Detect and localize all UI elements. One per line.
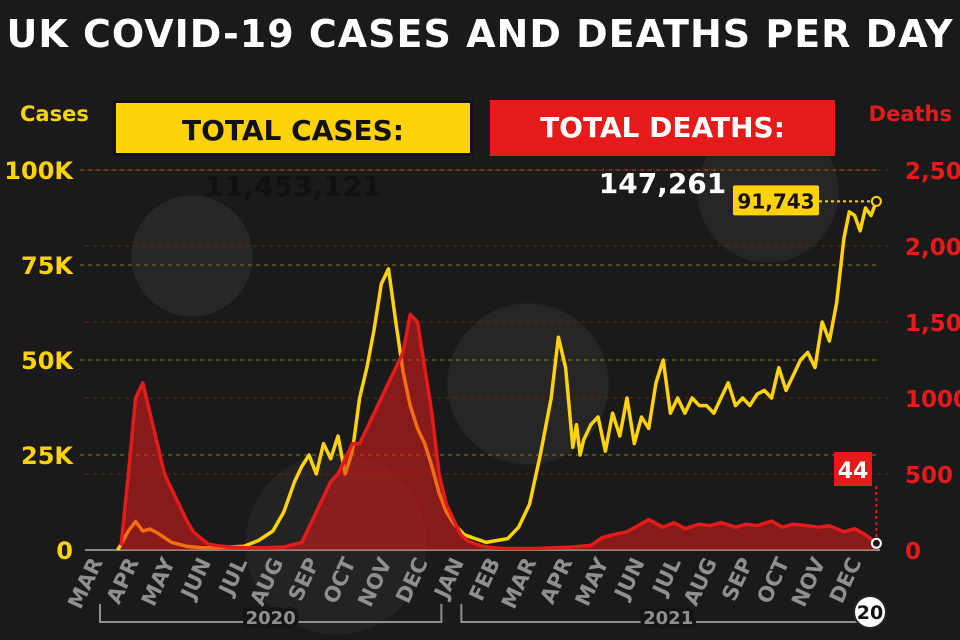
total-cases-box: TOTAL CASES: 11,453,121 [113, 100, 473, 203]
total-deaths-box: TOTAL DEATHS: 147,261 [490, 100, 835, 200]
month-tick-label: JUN [609, 554, 650, 604]
deaths-tick-label: 2,000 [905, 235, 960, 261]
cases-tick-label: 75K [21, 252, 74, 280]
month-tick-label: MAY [570, 553, 613, 609]
month-tick-label: JUL [213, 554, 252, 601]
end-marker-circle [853, 595, 887, 629]
cases-tick-label: 50K [21, 347, 74, 375]
cases-end-point [870, 195, 882, 207]
cases-line [116, 200, 879, 551]
deaths-end-point [870, 537, 882, 549]
month-tick-label: MAR [497, 554, 541, 612]
page-title: UK COVID-19 CASES AND DEATHS PER DAY [6, 12, 954, 56]
year-label: 2021 [643, 608, 693, 629]
year-bracket [99, 604, 443, 623]
month-tick-label: DEC [391, 554, 433, 607]
month-tick-label: NOV [787, 553, 831, 610]
cases-tick-label: 100K [4, 157, 74, 185]
cases-tick-label: 25K [21, 442, 74, 470]
month-tick-label: JUL [647, 554, 686, 601]
year-label: 2020 [246, 608, 296, 629]
deaths-area [121, 314, 877, 550]
deaths-axis-label: Deaths [868, 102, 952, 126]
month-tick-label: JUN [175, 554, 216, 604]
deaths-callout-box [834, 452, 872, 486]
month-tick-label: JAN [429, 554, 469, 604]
cases-callout-box [733, 185, 819, 216]
deaths-tick-label: 2,500 [905, 159, 960, 185]
deaths-tick-label: 0 [905, 539, 921, 565]
month-tick-label: AUG [679, 554, 722, 609]
month-tick-label: MAY [137, 553, 180, 609]
end-marker-label: 20 [857, 602, 883, 624]
month-tick-label: AUG [245, 554, 288, 609]
deaths-tick-label: 1,500 [905, 311, 960, 337]
month-tick-label: NOV [353, 553, 397, 610]
cases-callout-label: 91,743 [737, 189, 814, 213]
deaths-callout-label: 44 [838, 459, 869, 484]
cases-axis-label: Cases [20, 102, 89, 126]
deaths-tick-label: 500 [905, 463, 953, 489]
cases-tick-label: 0 [56, 537, 73, 565]
deaths-tick-label: 1000 [905, 387, 960, 413]
deaths-line [119, 312, 878, 551]
